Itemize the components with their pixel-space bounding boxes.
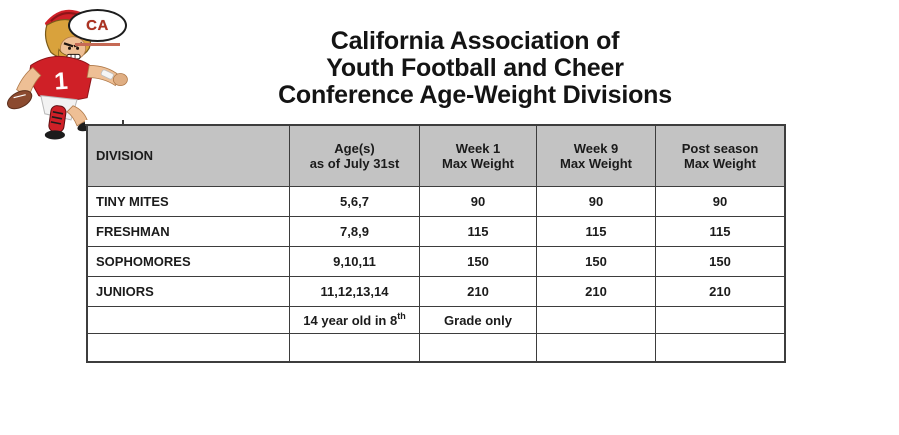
ca-logo-text: CA	[86, 17, 109, 34]
cell-ages: 9,10,11	[290, 247, 420, 277]
header-cell-week9: Week 9 Max Weight	[537, 126, 656, 187]
trojan-football-player-mascot-icon: 1	[7, 9, 128, 140]
header-cell-week1: Week 1 Max Weight	[420, 126, 537, 187]
jersey-number: 1	[53, 68, 68, 96]
cell-week1: 90	[420, 187, 537, 217]
header-label: Week 1	[455, 140, 501, 156]
cell-division	[88, 307, 290, 334]
title-line-3: Conference Age-Weight Divisions	[278, 81, 672, 109]
page-title: California Association of Youth Football…	[168, 28, 782, 109]
cell-division	[88, 334, 290, 361]
header-cell-ages: Age(s) as of July 31st	[290, 126, 420, 187]
title-line-2: Youth Football and Cheer	[326, 54, 624, 82]
cell-week9: 115	[537, 217, 656, 247]
header-sublabel: Max Weight	[560, 156, 632, 171]
cell-week9	[537, 334, 656, 361]
cell-division: FRESHMAN	[88, 217, 290, 247]
header-sublabel: Max Weight	[442, 156, 514, 171]
header-label: Post season	[681, 140, 759, 156]
cell-week9	[537, 307, 656, 334]
title-line-1: California Association of	[330, 27, 620, 55]
ca-logo: CA	[68, 9, 128, 46]
ca-logo-oval: CA	[68, 9, 127, 42]
cell-ages: 7,8,9	[290, 217, 420, 247]
cell-ages	[290, 334, 420, 361]
cell-division: JUNIORS	[88, 277, 290, 307]
cell-ages: 5,6,7	[290, 187, 420, 217]
header-cell-division: DIVISION	[88, 126, 290, 187]
header-label: Age(s)	[334, 140, 375, 156]
cell-week9: 150	[537, 247, 656, 277]
header-sublabel: as of July 31st	[309, 156, 400, 171]
cell-postseason: 115	[656, 217, 784, 247]
cell-week9: 90	[537, 187, 656, 217]
cell-week1	[420, 334, 537, 361]
cell-division: TINY MITES	[88, 187, 290, 217]
cell-postseason: 210	[656, 277, 784, 307]
header-sublabel: Max Weight	[684, 156, 756, 171]
cell-week1: 115	[420, 217, 537, 247]
header-label: Week 9	[573, 140, 619, 156]
cell-week1-note: Grade only	[420, 307, 537, 334]
cell-postseason: 90	[656, 187, 784, 217]
age-weight-table: DIVISION Age(s) as of July 31st Week 1 M…	[86, 124, 786, 363]
cell-week1: 210	[420, 277, 537, 307]
header-cell-postseason: Post season Max Weight	[656, 126, 784, 187]
cell-postseason: 150	[656, 247, 784, 277]
cell-ages: 11,12,13,14	[290, 277, 420, 307]
header-label: DIVISION	[96, 148, 154, 164]
ca-logo-tagline-line	[75, 43, 120, 46]
cell-postseason	[656, 334, 784, 361]
cell-postseason	[656, 307, 784, 334]
cell-week1: 150	[420, 247, 537, 277]
age-note-text: 14 year old in 8	[303, 312, 398, 328]
trojan-mascot-image: 1	[2, 5, 134, 141]
cell-week9: 210	[537, 277, 656, 307]
cell-division: SOPHOMORES	[88, 247, 290, 277]
header-corner-notch	[85, 120, 124, 126]
